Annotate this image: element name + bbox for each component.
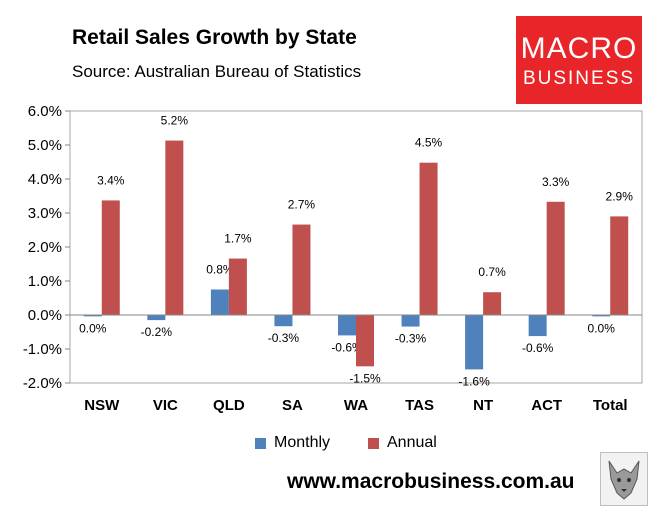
legend-item-monthly: Monthly bbox=[255, 434, 330, 452]
data-label-annual-act: 3.3% bbox=[542, 175, 570, 189]
y-tick-label: -1.0% bbox=[23, 341, 62, 358]
bar-annual-sa bbox=[292, 224, 311, 315]
x-tick-label: SA bbox=[282, 397, 303, 414]
x-tick-label: QLD bbox=[213, 397, 245, 414]
bar-annual-wa bbox=[356, 315, 374, 367]
bar-annual-act bbox=[546, 201, 565, 315]
data-label-monthly-wa: -0.6% bbox=[331, 340, 363, 354]
bar-monthly-qld bbox=[210, 289, 229, 315]
data-label-annual-nt: 0.7% bbox=[478, 265, 506, 279]
y-tick-label: 6.0% bbox=[28, 103, 62, 120]
data-label-annual-wa: -1.5% bbox=[349, 371, 381, 385]
data-label-monthly-qld: 0.8% bbox=[206, 263, 234, 277]
y-tick-label: 5.0% bbox=[28, 137, 62, 154]
chart-subtitle: Source: Australian Bureau of Statistics bbox=[72, 62, 362, 81]
bar-monthly-sa bbox=[274, 315, 293, 327]
y-tick-label: -2.0% bbox=[23, 375, 62, 392]
bar-monthly-wa bbox=[338, 315, 356, 336]
website-url: www.macrobusiness.com.au bbox=[287, 470, 575, 493]
logo-line-1: MACRO bbox=[520, 32, 638, 65]
data-label-monthly-total: 0.0% bbox=[588, 321, 616, 335]
data-label-annual-vic: 5.2% bbox=[161, 114, 189, 128]
macro-business-logo: MACRO BUSINESS bbox=[516, 16, 642, 104]
data-label-monthly-tas: -0.3% bbox=[395, 332, 427, 346]
bar-annual-vic bbox=[165, 140, 184, 315]
data-label-annual-qld: 1.7% bbox=[224, 232, 252, 246]
legend-swatch-annual bbox=[368, 437, 379, 449]
x-tick-label: ACT bbox=[531, 397, 562, 414]
bar-annual-total bbox=[610, 216, 629, 315]
bar-monthly-vic bbox=[147, 315, 166, 321]
data-label-annual-tas: 4.5% bbox=[415, 136, 443, 150]
x-tick-label: VIC bbox=[153, 397, 178, 414]
y-tick-label: 2.0% bbox=[28, 239, 62, 256]
legend-item-annual: Annual bbox=[368, 434, 437, 452]
x-tick-label: Total bbox=[593, 397, 628, 414]
bar-monthly-total bbox=[592, 315, 611, 317]
bar-annual-qld bbox=[228, 258, 247, 315]
data-label-monthly-nsw: 0.0% bbox=[79, 321, 107, 335]
data-label-monthly-nt: -1.6% bbox=[458, 374, 490, 388]
y-tick-label: 4.0% bbox=[28, 171, 62, 188]
data-label-monthly-vic: -0.2% bbox=[141, 325, 173, 339]
data-label-monthly-act: -0.6% bbox=[522, 341, 554, 355]
data-label-annual-sa: 2.7% bbox=[288, 198, 316, 212]
data-label-annual-nsw: 3.4% bbox=[97, 173, 125, 187]
wolf-emblem-icon bbox=[600, 452, 648, 506]
data-label-monthly-sa: -0.3% bbox=[268, 331, 300, 345]
logo-line-2: BUSINESS bbox=[522, 68, 636, 89]
chart-title: Retail Sales Growth by State bbox=[72, 26, 357, 49]
x-tick-label: WA bbox=[344, 397, 368, 414]
bar-monthly-tas bbox=[401, 315, 420, 327]
y-tick-label: 0.0% bbox=[28, 307, 62, 324]
bar-monthly-act bbox=[528, 315, 547, 337]
x-tick-label: NT bbox=[473, 397, 493, 414]
bar-monthly-nsw bbox=[83, 315, 102, 317]
legend-label-annual: Annual bbox=[387, 434, 437, 451]
bar-annual-nsw bbox=[101, 200, 120, 315]
x-tick-label: TAS bbox=[405, 397, 434, 414]
x-tick-label: NSW bbox=[84, 397, 120, 414]
legend-swatch-monthly bbox=[255, 437, 266, 449]
y-tick-label: 1.0% bbox=[28, 273, 62, 290]
bar-chart: -2.0% -1.0% 0.0% 1.0% 2.0% 3.0% 4.0% 5.0% 6.0% 0.… bbox=[23, 103, 643, 414]
bar-monthly-nt bbox=[465, 315, 484, 370]
data-label-annual-total: 2.9% bbox=[606, 189, 634, 203]
legend-label-monthly: Monthly bbox=[274, 434, 331, 451]
bar-annual-tas bbox=[419, 162, 438, 315]
bar-annual-nt bbox=[483, 292, 502, 315]
y-tick-label: 3.0% bbox=[28, 205, 62, 222]
